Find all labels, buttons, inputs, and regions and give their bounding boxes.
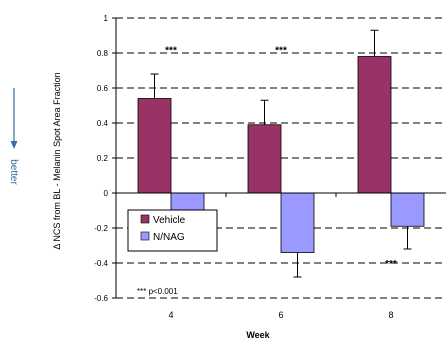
x-axis-label: Week bbox=[246, 330, 270, 339]
bars bbox=[137, 29, 425, 278]
y-tick-label: -0.2 bbox=[94, 224, 108, 233]
axes bbox=[112, 17, 446, 299]
y-tick-label: 1 bbox=[104, 14, 109, 23]
legend-swatch-vehicle bbox=[140, 214, 150, 224]
legend-label-vehicle: Vehicle bbox=[153, 215, 186, 226]
x-tick-label: 8 bbox=[388, 310, 393, 320]
y-axis-label: Δ NCS from BL - Melanin Spot Area Fracti… bbox=[52, 72, 62, 249]
significance-marker: *** bbox=[165, 46, 177, 57]
footnote: *** p<0.001 bbox=[137, 287, 178, 296]
bar-vehicle-week-8 bbox=[357, 56, 392, 194]
y-tick-label: 0.2 bbox=[97, 154, 109, 163]
y-tick-label: 0.8 bbox=[97, 49, 109, 58]
y-tick-label: 0.4 bbox=[97, 119, 109, 128]
bar-nnag-week-8 bbox=[390, 192, 425, 227]
bar-nnag-week-6 bbox=[280, 192, 315, 253]
significance-marker: *** bbox=[385, 259, 397, 270]
tick-labels: -0.6 -0.4 -0.2 0 0.2 0.4 0.6 0.8 1 4 6 8 *** *** *** bbox=[94, 14, 397, 320]
y-tick-label: -0.4 bbox=[94, 259, 108, 268]
legend-swatch-nnag bbox=[140, 231, 150, 241]
arrow-head bbox=[10, 141, 18, 149]
side-annotation: better bbox=[8, 88, 19, 185]
y-tick-label: -0.6 bbox=[94, 294, 108, 303]
significance-marker: *** bbox=[275, 46, 287, 57]
legend: Vehicle N/NAG bbox=[127, 209, 218, 252]
bar-vehicle-week-4 bbox=[137, 98, 172, 194]
y-tick-label: 0 bbox=[104, 189, 109, 198]
x-tick-label: 4 bbox=[168, 310, 173, 320]
bar-nnag-week-4 bbox=[170, 192, 205, 211]
better-label: better bbox=[8, 159, 19, 185]
bar-vehicle-week-6 bbox=[247, 124, 282, 194]
y-tick-label: 0.6 bbox=[97, 84, 109, 93]
x-tick-label: 6 bbox=[278, 310, 283, 320]
legend-label-nnag: N/NAG bbox=[153, 232, 185, 243]
